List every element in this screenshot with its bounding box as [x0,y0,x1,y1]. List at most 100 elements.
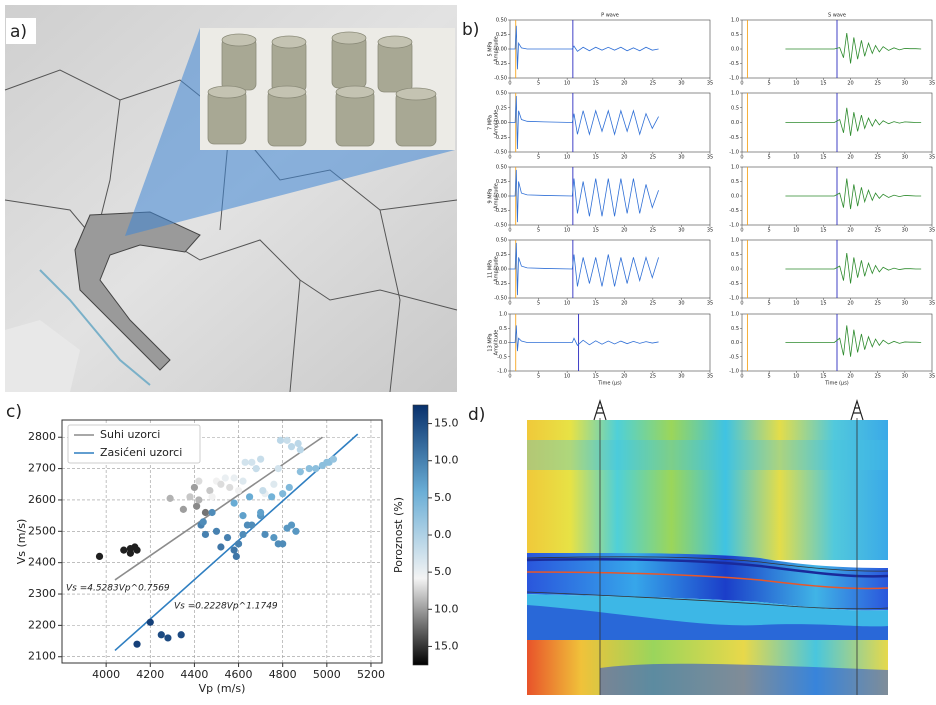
colorbar-tick-label: 5.0 [434,491,452,504]
data-point [284,437,291,444]
data-point [167,495,174,502]
data-point [235,540,242,547]
colorbar-label: Poroznost (%) [392,497,405,573]
x-tick-label: 5 [768,374,771,380]
x-tick-label: 10 [793,374,799,380]
figure: a) b) c) d) 4000420044004600480050005200… [0,0,936,705]
data-point [268,493,275,500]
colorbar-tick-label: 10.0 [434,602,459,615]
equation-label: Vs =0.2228Vp^1.1749 [174,602,278,612]
y-tick-label: -0.5 [729,281,739,287]
data-point [297,468,304,475]
x-tick-label: 25 [650,155,656,161]
y-tick-label: 1.0 [731,238,739,244]
x-tick-label: 35 [707,228,713,234]
y-axis-label: Vs (m/s) [15,519,28,565]
y-tick-label: -1.0 [729,150,739,156]
x-tick-label: 35 [929,301,935,307]
data-point [200,518,207,525]
x-tick-label: 15 [593,81,599,87]
x-tick-label: 15 [820,81,826,87]
y-tick-label: -0.50 [494,223,507,229]
x-tick-label: 10 [564,374,570,380]
y-tick-label: 0.50 [496,91,507,97]
x-tick-label: 35 [707,301,713,307]
data-point [231,474,238,481]
data-point [259,487,266,494]
data-point [224,534,231,541]
data-point [202,509,209,516]
data-point [257,456,264,463]
data-point [208,493,215,500]
x-tick-label: 35 [707,81,713,87]
data-point [257,509,264,516]
y-tick-label: 0.5 [499,326,507,332]
x-tick-label: 20 [621,301,627,307]
x-tick-label: 5 [537,81,540,87]
y-tick-label: 1.0 [731,91,739,97]
x-tick-label: 25 [875,228,881,234]
data-point [323,459,330,466]
y-tick-label: 2300 [28,587,56,600]
x-tick-label: 15 [820,374,826,380]
data-point [226,484,233,491]
y-tick-label: -0.5 [729,135,739,141]
x-tick-label: 30 [902,155,908,161]
y-tick-label: 0.50 [496,18,507,24]
x-axis-label: Vp (m/s) [199,682,246,695]
data-point [277,437,284,444]
data-point [120,547,127,554]
y-axis-label: Amplitude [494,330,500,356]
data-point [178,631,185,638]
map-panel: a) [5,5,457,392]
y-tick-label: 0.0 [731,47,739,53]
y-tick-label: 0.0 [731,120,739,126]
x-tick-label: 10 [564,228,570,234]
data-point [202,531,209,538]
data-point [217,481,224,488]
x-tick-label: 20 [621,374,627,380]
x-tick-label: 25 [650,374,656,380]
plot-area [510,167,710,225]
x-tick-label: 15 [593,301,599,307]
y-tick-label: 2500 [28,524,56,537]
y-tick-label: 0.0 [731,194,739,200]
panel-label: c) [6,402,22,422]
plot-area [510,240,710,298]
y-tick-label: -1.0 [729,369,739,375]
x-tick-label: 15 [593,374,599,380]
y-tick-label: 0.50 [496,238,507,244]
x-tick-label: 5 [768,81,771,87]
x-tick-label: 5 [537,301,540,307]
x-tick-label: 15 [593,155,599,161]
data-point [239,512,246,519]
y-axis-label: Amplitude [494,110,500,136]
x-tick-label: 5 [768,228,771,234]
colorbar-tick-label: 5.0 [434,565,452,578]
x-tick-label: 0 [508,81,511,87]
x-tick-label: 0 [740,155,743,161]
data-point [261,531,268,538]
data-point [306,465,313,472]
data-point [275,465,282,472]
x-tick-label: 20 [847,155,853,161]
data-point [270,481,277,488]
x-tick-label: 30 [902,374,908,380]
x-tick-label: 30 [902,228,908,234]
data-point [208,509,215,516]
data-point [180,506,187,513]
data-point [206,487,213,494]
x-tick-label: 10 [564,155,570,161]
panel-label: b) [462,20,479,40]
x-tick-label: 4400 [180,668,208,681]
data-point [195,496,202,503]
x-tick-label: 20 [847,301,853,307]
colorbar-tick-label: 10.0 [434,454,459,467]
x-axis-label: Time (μs) [824,381,849,387]
subplot-title: P wave [601,13,619,19]
x-tick-label: 35 [929,155,935,161]
x-tick-label: 5200 [357,668,385,681]
y-tick-label: 1.0 [499,312,507,318]
data-point [164,634,171,641]
y-tick-label: 0.0 [499,340,507,346]
